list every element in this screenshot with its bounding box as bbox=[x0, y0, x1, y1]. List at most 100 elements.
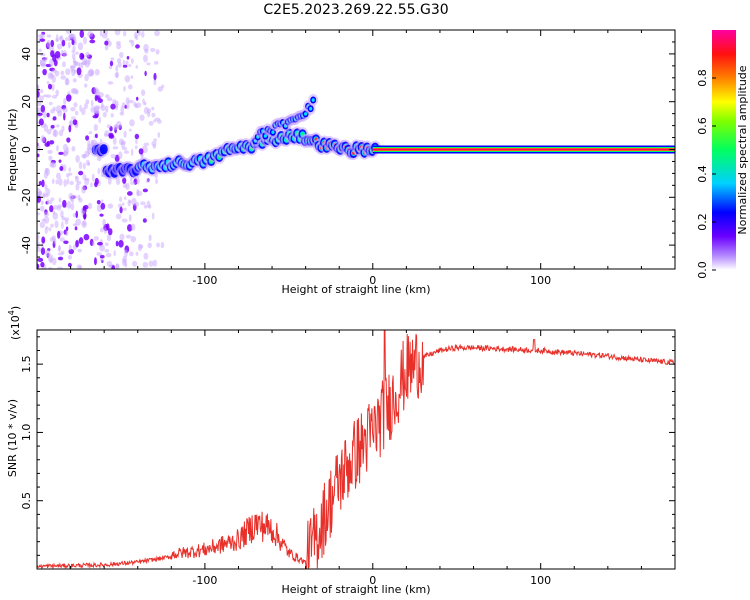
noise-speck bbox=[104, 242, 109, 247]
noise-speck bbox=[43, 171, 48, 179]
noise-speck bbox=[41, 58, 47, 63]
noise-speck bbox=[138, 148, 144, 155]
noise-speck bbox=[38, 118, 44, 126]
noise-speck bbox=[102, 111, 107, 118]
noise-speck bbox=[156, 242, 160, 248]
noise-speck bbox=[85, 135, 90, 141]
noise-speck bbox=[151, 141, 157, 147]
noise-speck bbox=[49, 205, 54, 213]
noise-speck bbox=[41, 243, 44, 249]
noise-speck bbox=[157, 86, 163, 92]
noise-speck bbox=[48, 227, 52, 232]
noise-speck bbox=[51, 178, 55, 185]
exponent-prefix: (x10 bbox=[9, 315, 22, 340]
noise-speck bbox=[148, 260, 154, 267]
noise-speck bbox=[146, 62, 151, 66]
noise-speck bbox=[43, 216, 50, 224]
noise-speck bbox=[120, 141, 126, 149]
noise-speck bbox=[68, 192, 74, 200]
noise-speck bbox=[63, 150, 67, 157]
noise-speck bbox=[75, 154, 80, 163]
noise-speck bbox=[151, 212, 155, 220]
noise-speck bbox=[71, 34, 75, 39]
snr-y-label: SNR (10 * v/v) bbox=[6, 399, 19, 477]
noise-speck bbox=[126, 102, 130, 110]
noise-speck bbox=[143, 142, 150, 146]
heatmap-x-label: Height of straight line (km) bbox=[281, 283, 430, 296]
noise-speck bbox=[130, 148, 134, 156]
noise-speck bbox=[138, 244, 144, 249]
noise-speck bbox=[38, 191, 43, 198]
noise-speck bbox=[58, 197, 62, 203]
noise-speck bbox=[155, 178, 159, 185]
noise-speck bbox=[123, 150, 130, 154]
noise-speck bbox=[136, 176, 140, 185]
noise-speck bbox=[143, 101, 147, 106]
noise-speck bbox=[72, 223, 78, 227]
y-tick-label: 1.0 bbox=[20, 424, 33, 442]
noise-speck bbox=[119, 51, 124, 59]
noise-speck bbox=[57, 256, 64, 261]
noise-speck bbox=[37, 84, 40, 91]
noise-speck bbox=[55, 179, 59, 185]
noise-speck bbox=[41, 179, 45, 188]
noise-speck bbox=[42, 94, 48, 98]
noise-speck bbox=[82, 162, 86, 170]
noise-speck bbox=[93, 257, 97, 266]
noise-speck bbox=[72, 58, 76, 64]
noise-speck bbox=[126, 55, 130, 60]
noise-speck bbox=[129, 178, 133, 182]
noise-speck bbox=[56, 172, 61, 180]
noise-speck bbox=[77, 42, 84, 51]
noise-speck bbox=[40, 104, 46, 113]
noise-speck bbox=[110, 113, 114, 118]
noise-speck bbox=[52, 69, 57, 73]
noise-speck bbox=[70, 65, 74, 72]
noise-speck bbox=[41, 236, 46, 244]
noise-speck bbox=[48, 155, 53, 161]
noise-speck bbox=[75, 210, 79, 219]
noise-speck bbox=[130, 75, 134, 80]
noise-speck bbox=[74, 110, 79, 116]
noise-speck bbox=[70, 107, 76, 112]
y-tick-label: -20 bbox=[20, 188, 33, 206]
noise-speck bbox=[44, 167, 49, 173]
noise-speck bbox=[84, 177, 90, 181]
noise-speck bbox=[56, 124, 60, 128]
noise-speck bbox=[87, 31, 94, 38]
noise-speck bbox=[37, 153, 40, 158]
noise-speck bbox=[128, 84, 133, 90]
snr-panel: -100 0 100 0.5 1.0 1.5 Height of straight lin… bbox=[6, 306, 676, 596]
colorbar-tick-label: 0.0 bbox=[696, 261, 709, 279]
noise-speck bbox=[94, 133, 98, 139]
noise-speck bbox=[73, 68, 77, 74]
noise-speck bbox=[110, 57, 115, 61]
noise-speck bbox=[101, 32, 108, 39]
noise-speck bbox=[87, 161, 91, 166]
noise-speck bbox=[155, 49, 160, 55]
noise-speck bbox=[94, 94, 98, 102]
colorbar-label: Normalized spectral amplitude bbox=[736, 65, 749, 234]
noise-speck bbox=[57, 230, 61, 239]
noise-speck bbox=[139, 114, 145, 121]
snr-series-line bbox=[37, 330, 675, 569]
noise-speck bbox=[84, 73, 89, 82]
noise-speck bbox=[142, 218, 147, 223]
noise-speck bbox=[135, 44, 140, 49]
noise-speck bbox=[121, 202, 125, 206]
noise-speck bbox=[116, 43, 122, 50]
noise-speck bbox=[61, 221, 64, 230]
noise-speck bbox=[122, 183, 128, 188]
noise-speck bbox=[71, 39, 75, 46]
noise-speck bbox=[93, 87, 99, 94]
noise-speck bbox=[37, 257, 44, 263]
noise-speck bbox=[68, 167, 72, 172]
noise-speck bbox=[121, 146, 128, 151]
noise-speck bbox=[97, 167, 100, 175]
noise-speck bbox=[89, 39, 96, 44]
noise-speck bbox=[63, 179, 67, 187]
noise-speck bbox=[112, 146, 119, 150]
noise-speck bbox=[46, 39, 51, 48]
noise-speck bbox=[110, 103, 116, 110]
noise-speck bbox=[100, 202, 106, 210]
